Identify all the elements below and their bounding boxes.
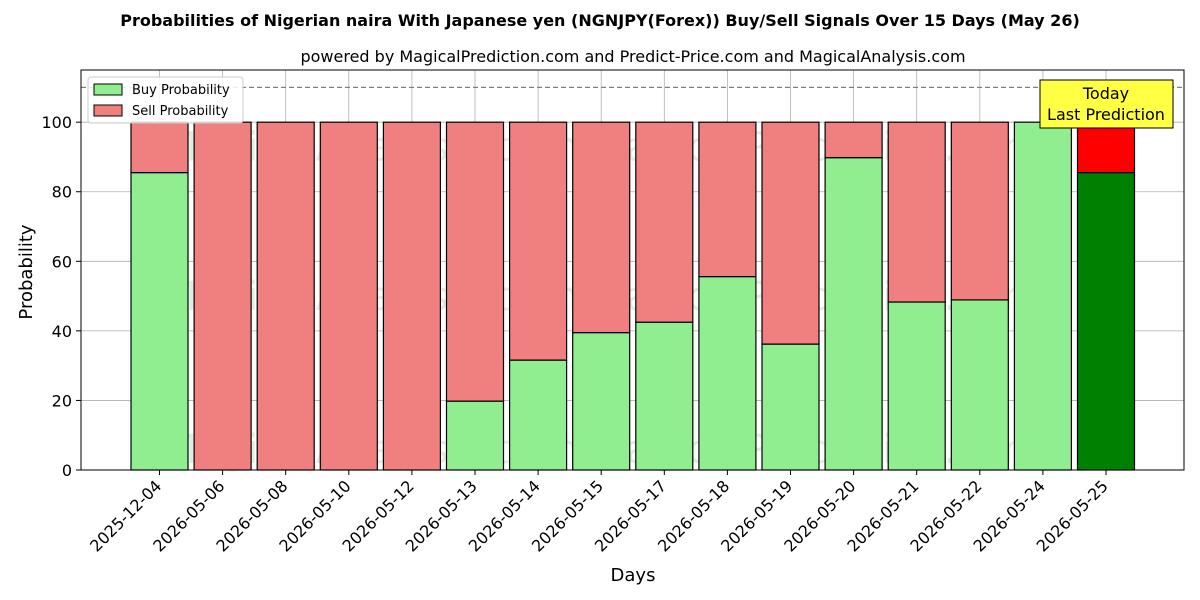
buy-bar-14	[1013, 121, 1073, 471]
y-tick-label-4: 80	[52, 183, 72, 202]
x-axis-label: Days	[611, 565, 656, 586]
buy-bar-15	[1076, 172, 1136, 471]
annotation-line-0: Today	[1082, 84, 1129, 103]
sell-bar-1	[193, 121, 252, 471]
legend-label-0: Buy Probability	[132, 83, 230, 98]
sell-bar-9	[698, 121, 757, 278]
sell-bar-11	[824, 121, 883, 159]
buy-bar-10	[761, 343, 820, 471]
buy-bar-11	[824, 157, 883, 471]
sell-bar-12	[887, 121, 946, 303]
sell-bar-4	[382, 121, 441, 471]
sell-bar-0	[130, 121, 189, 174]
sell-bar-2	[256, 121, 315, 471]
plot-frame	[80, 69, 1185, 471]
buy-bar-12	[887, 301, 946, 471]
sell-bar-15	[1076, 121, 1136, 174]
sell-bar-7	[572, 121, 631, 334]
sell-bar-6	[509, 121, 568, 361]
sell-bar-3	[319, 121, 378, 471]
buy-bar-0	[130, 172, 189, 471]
legend-swatch-1	[93, 104, 123, 117]
legend-box	[87, 76, 244, 124]
sell-bar-10	[761, 121, 820, 345]
sell-bar-13	[950, 121, 1009, 301]
bars-layer	[81, 86, 1184, 471]
buy-bar-6	[509, 359, 568, 471]
annotation-line-1: Last Prediction	[1047, 105, 1165, 124]
y-tick-label-3: 60	[52, 252, 72, 271]
buy-bar-5	[445, 400, 505, 471]
buy-bar-9	[698, 276, 757, 471]
legend-swatch-0	[93, 83, 123, 96]
y-axis-label: Probability	[16, 224, 37, 319]
chart-subtitle: powered by MagicalPrediction.com and Pre…	[300, 47, 965, 66]
legend-label-1: Sell Probability	[132, 104, 229, 119]
buy-bar-7	[572, 332, 631, 471]
sell-bar-8	[635, 121, 694, 323]
legend: Buy Probability Sell Probability	[87, 76, 244, 124]
buy-bar-8	[635, 321, 694, 471]
y-tick-label-5: 100	[41, 113, 72, 132]
today-annotation: Today Last Prediction	[1039, 79, 1174, 129]
y-tick-label-0: 0	[62, 461, 72, 480]
annotation-box	[1039, 79, 1174, 129]
chart-title: Probabilities of Nigerian naira With Jap…	[120, 11, 1080, 30]
y-tick-label-1: 20	[52, 391, 72, 410]
sell-bar-5	[445, 121, 505, 402]
buy-bar-13	[950, 299, 1009, 471]
y-tick-label-2: 40	[52, 322, 72, 341]
